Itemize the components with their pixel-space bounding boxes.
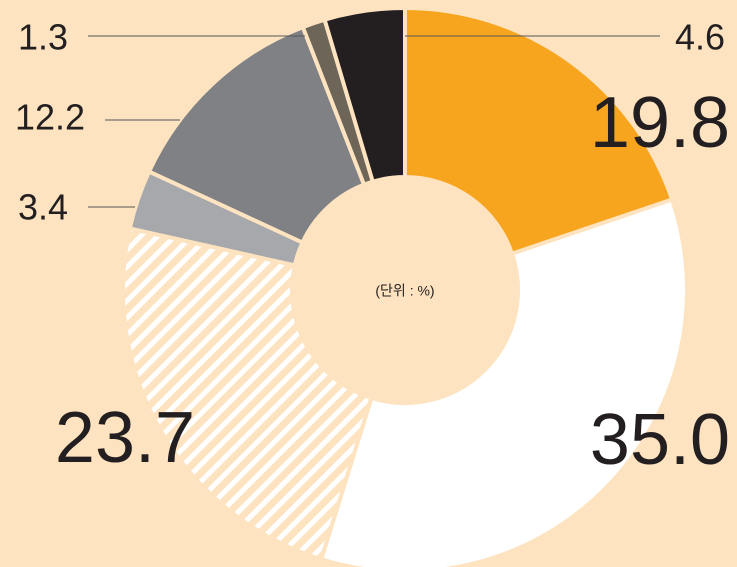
value-label: 23.7 bbox=[55, 398, 195, 478]
unit-annotation: (단위 : %) bbox=[375, 283, 434, 299]
donut-slice bbox=[121, 226, 374, 562]
donut-slice bbox=[322, 5, 407, 185]
value-label: 3.4 bbox=[18, 187, 68, 228]
value-label: 35.0 bbox=[590, 400, 730, 480]
value-label: 12.2 bbox=[15, 97, 85, 138]
donut-slice bbox=[318, 196, 689, 567]
value-label: 1.3 bbox=[18, 17, 68, 58]
value-label: 19.8 bbox=[590, 83, 730, 163]
value-label: 4.6 bbox=[675, 17, 725, 58]
donut-slice bbox=[403, 5, 675, 257]
donut-slice bbox=[146, 24, 367, 246]
